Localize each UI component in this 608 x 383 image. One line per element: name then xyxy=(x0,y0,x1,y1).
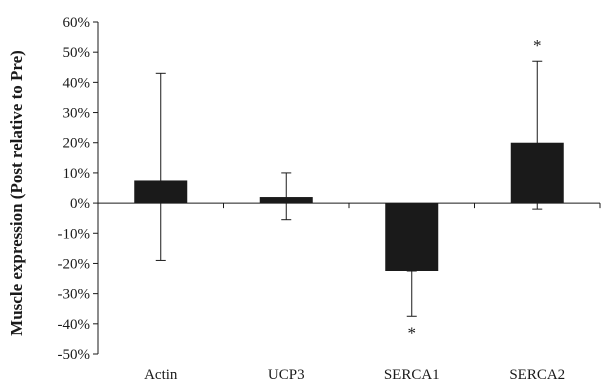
significance-star-serca1: * xyxy=(408,323,417,342)
y-tick-label: -50% xyxy=(58,347,91,363)
y-tick-label: 30% xyxy=(63,106,91,122)
category-label-serca1: SERCA1 xyxy=(384,367,440,383)
category-label-ucp3: UCP3 xyxy=(268,367,305,383)
y-axis: 60% 50% 40% 30% 20% 10% 0% -10% -20% -30% -40% -50% xyxy=(58,15,99,363)
y-tick-label: 50% xyxy=(63,45,91,61)
y-tick-label: 10% xyxy=(63,166,91,182)
zero-baseline xyxy=(98,202,601,209)
category-label-actin: Actin xyxy=(144,367,178,383)
significance-markers: ** xyxy=(408,36,542,342)
y-tick-label: 20% xyxy=(63,136,91,152)
y-tick-label: 60% xyxy=(63,15,91,31)
y-tick-label: -40% xyxy=(58,317,91,333)
y-axis-label: Muscle expression (Post relative to Pre) xyxy=(7,50,26,336)
y-tick-label: -10% xyxy=(58,226,91,242)
error-bars xyxy=(155,60,543,317)
significance-star-serca2: * xyxy=(533,36,542,55)
x-axis-category-labels: Actin UCP3 SERCA1 SERCA2 xyxy=(144,367,565,383)
y-tick-label: -30% xyxy=(58,287,91,303)
bar-serca1 xyxy=(385,203,439,271)
y-tick-label: 0% xyxy=(70,196,90,212)
y-tick-label: 40% xyxy=(63,75,91,91)
category-label-serca2: SERCA2 xyxy=(509,367,565,383)
y-tick-label: -20% xyxy=(58,256,91,272)
